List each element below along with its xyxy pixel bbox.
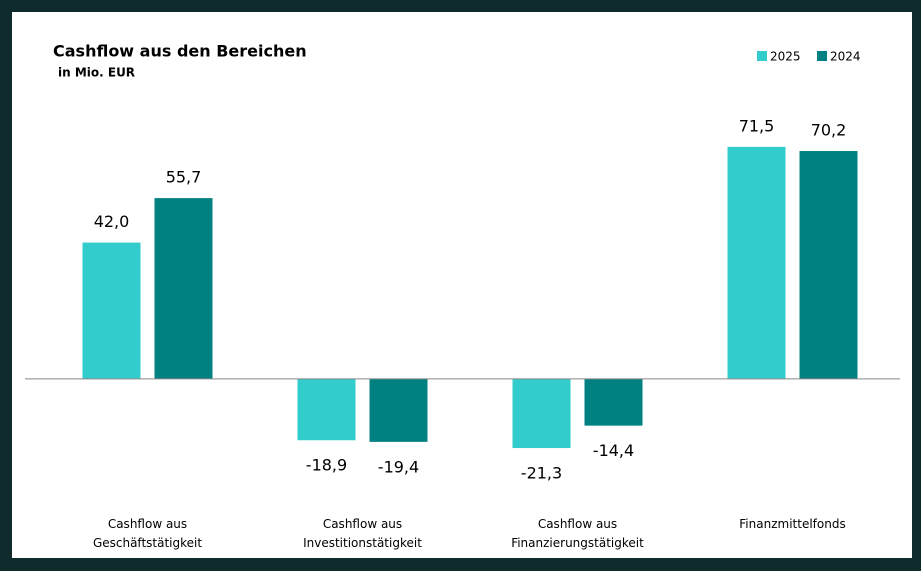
legend-swatch: [817, 51, 827, 61]
data-label: 42,0: [94, 212, 130, 231]
bar: [154, 198, 213, 379]
legend-label: 2024: [830, 50, 861, 64]
bar: [727, 146, 786, 379]
data-label: -19,4: [378, 457, 419, 476]
legend-swatch: [757, 51, 767, 61]
chart-panel: Cashflow aus den Bereichen in Mio. EUR 4…: [12, 12, 912, 558]
bar: [584, 378, 643, 426]
bar: [297, 378, 356, 441]
bar: [799, 151, 858, 379]
chart-subtitle: in Mio. EUR: [58, 66, 135, 80]
data-label: -14,4: [593, 441, 634, 460]
x-tick-label: Cashflow aus Investitionstätigkeit: [303, 517, 422, 550]
data-label: 70,2: [811, 121, 847, 140]
x-tick-label: Cashflow aus Finanzierungstätigkeit: [511, 517, 644, 550]
legend-label: 2025: [770, 50, 801, 64]
data-label: 71,5: [739, 116, 775, 135]
bar: [369, 378, 428, 442]
bar: [512, 378, 571, 449]
data-label: -21,3: [521, 464, 562, 483]
x-tick-label: Finanzmittelfonds: [739, 517, 846, 531]
bar: [82, 242, 141, 379]
chart-title: Cashflow aus den Bereichen: [53, 42, 307, 61]
chart: Cashflow aus den Bereichen in Mio. EUR 4…: [25, 42, 900, 483]
data-label: 55,7: [166, 168, 202, 187]
data-label: -18,9: [306, 456, 347, 475]
x-tick-label: Cashflow aus Geschäftstätigkeit: [92, 517, 203, 550]
